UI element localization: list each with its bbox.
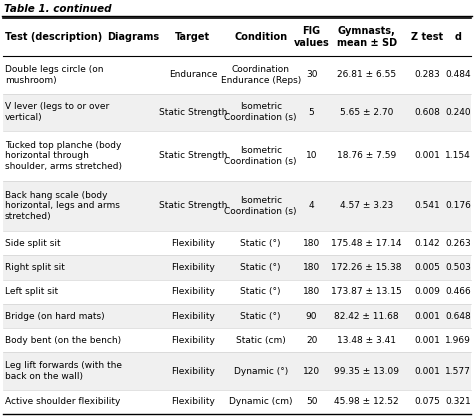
Text: 0.466: 0.466 <box>446 287 471 296</box>
Text: Flexibility: Flexibility <box>171 287 215 296</box>
Text: Body bent (on the bench): Body bent (on the bench) <box>5 336 121 345</box>
Text: Dynamic (cm): Dynamic (cm) <box>229 398 292 406</box>
Text: Table 1. continued: Table 1. continued <box>4 4 111 14</box>
Text: 20: 20 <box>306 336 317 345</box>
Text: Static (°): Static (°) <box>240 287 281 296</box>
Text: Isometric
Coordination (s): Isometric Coordination (s) <box>225 102 297 122</box>
Bar <box>3 94 471 131</box>
Text: 1.154: 1.154 <box>446 151 471 161</box>
Text: 0.484: 0.484 <box>446 71 471 79</box>
Bar <box>3 181 471 231</box>
Text: Right split sit: Right split sit <box>5 263 65 272</box>
Text: 90: 90 <box>306 311 318 321</box>
Text: 99.35 ± 13.09: 99.35 ± 13.09 <box>334 367 399 376</box>
Bar <box>3 255 471 280</box>
Text: Flexibility: Flexibility <box>171 398 215 406</box>
Text: 5.65 ± 2.70: 5.65 ± 2.70 <box>340 108 393 117</box>
Text: 0.075: 0.075 <box>414 398 440 406</box>
Text: 0.503: 0.503 <box>446 263 471 272</box>
Text: Flexibility: Flexibility <box>171 311 215 321</box>
Text: Static (°): Static (°) <box>240 311 281 321</box>
Text: Static Strength: Static Strength <box>159 151 227 161</box>
Text: 18.76 ± 7.59: 18.76 ± 7.59 <box>337 151 396 161</box>
Text: Gymnasts,
mean ± SD: Gymnasts, mean ± SD <box>337 26 397 48</box>
Text: Test (description): Test (description) <box>5 32 102 42</box>
Text: 0.001: 0.001 <box>414 311 440 321</box>
Text: Bridge (on hard mats): Bridge (on hard mats) <box>5 311 105 321</box>
Text: 120: 120 <box>303 367 320 376</box>
Text: Back hang scale (body
horizontal, legs and arms
stretched): Back hang scale (body horizontal, legs a… <box>5 191 120 221</box>
Text: Static (°): Static (°) <box>240 239 281 248</box>
Text: 0.142: 0.142 <box>414 239 440 248</box>
Text: Leg lift forwards (with the
back on the wall): Leg lift forwards (with the back on the … <box>5 362 122 381</box>
Text: Coordination
Endurance (Reps): Coordination Endurance (Reps) <box>220 65 301 85</box>
Text: 0.321: 0.321 <box>446 398 471 406</box>
Text: 172.26 ± 15.38: 172.26 ± 15.38 <box>331 263 402 272</box>
Text: Flexibility: Flexibility <box>171 367 215 376</box>
Text: 30: 30 <box>306 71 318 79</box>
Text: Z test: Z test <box>411 32 443 42</box>
Text: V lever (legs to or over
vertical): V lever (legs to or over vertical) <box>5 102 109 122</box>
Text: Endurance: Endurance <box>169 71 217 79</box>
Text: 4: 4 <box>309 201 314 211</box>
Text: 0.648: 0.648 <box>446 311 471 321</box>
Text: 45.98 ± 12.52: 45.98 ± 12.52 <box>334 398 399 406</box>
Text: Condition: Condition <box>234 32 287 42</box>
Text: 173.87 ± 13.15: 173.87 ± 13.15 <box>331 287 402 296</box>
Text: d: d <box>455 32 462 42</box>
Text: Diagrams: Diagrams <box>108 32 160 42</box>
Text: 4.57 ± 3.23: 4.57 ± 3.23 <box>340 201 393 211</box>
Text: Dynamic (°): Dynamic (°) <box>234 367 288 376</box>
Text: Side split sit: Side split sit <box>5 239 61 248</box>
Text: Active shoulder flexibility: Active shoulder flexibility <box>5 398 120 406</box>
Text: 180: 180 <box>303 239 320 248</box>
Text: 10: 10 <box>306 151 318 161</box>
Text: 180: 180 <box>303 263 320 272</box>
Bar <box>3 304 471 328</box>
Text: 13.48 ± 3.41: 13.48 ± 3.41 <box>337 336 396 345</box>
Text: Left split sit: Left split sit <box>5 287 58 296</box>
Text: 0.009: 0.009 <box>414 287 440 296</box>
Text: 5: 5 <box>309 108 314 117</box>
Text: 82.42 ± 11.68: 82.42 ± 11.68 <box>334 311 399 321</box>
Text: 0.001: 0.001 <box>414 367 440 376</box>
Text: Flexibility: Flexibility <box>171 336 215 345</box>
Text: 180: 180 <box>303 287 320 296</box>
Text: 0.001: 0.001 <box>414 336 440 345</box>
Text: FIG
values: FIG values <box>294 26 329 48</box>
Text: 0.001: 0.001 <box>414 151 440 161</box>
Text: Static Strength: Static Strength <box>159 201 227 211</box>
Text: Target: Target <box>175 32 210 42</box>
Text: 175.48 ± 17.14: 175.48 ± 17.14 <box>331 239 402 248</box>
Text: 26.81 ± 6.55: 26.81 ± 6.55 <box>337 71 396 79</box>
Text: Static Strength: Static Strength <box>159 108 227 117</box>
Text: Flexibility: Flexibility <box>171 263 215 272</box>
Text: Flexibility: Flexibility <box>171 239 215 248</box>
Text: Double legs circle (on
mushroom): Double legs circle (on mushroom) <box>5 65 103 85</box>
Text: Static (°): Static (°) <box>240 263 281 272</box>
Text: Tucked top planche (body
horizontal through
shoulder, arms stretched): Tucked top planche (body horizontal thro… <box>5 141 122 171</box>
Text: 0.240: 0.240 <box>446 108 471 117</box>
Text: Isometric
Coordination (s): Isometric Coordination (s) <box>225 196 297 216</box>
Text: 0.608: 0.608 <box>414 108 440 117</box>
Text: 50: 50 <box>306 398 318 406</box>
Text: Static (cm): Static (cm) <box>236 336 286 345</box>
Bar <box>3 352 471 390</box>
Text: 0.283: 0.283 <box>414 71 440 79</box>
Text: 1.577: 1.577 <box>446 367 471 376</box>
Text: Isometric
Coordination (s): Isometric Coordination (s) <box>225 146 297 166</box>
Text: 1.969: 1.969 <box>446 336 471 345</box>
Text: 0.005: 0.005 <box>414 263 440 272</box>
Text: 0.176: 0.176 <box>446 201 471 211</box>
Text: 0.263: 0.263 <box>446 239 471 248</box>
Text: 0.541: 0.541 <box>414 201 440 211</box>
